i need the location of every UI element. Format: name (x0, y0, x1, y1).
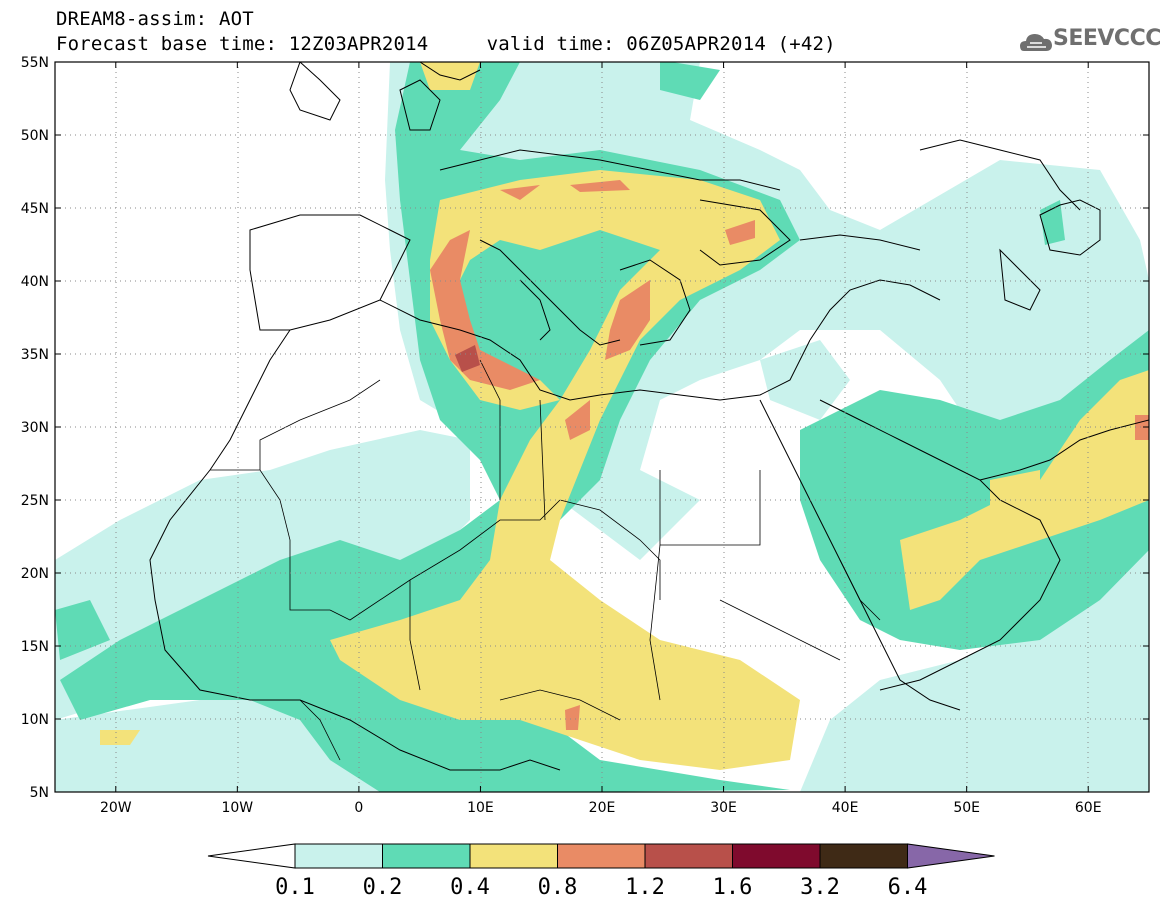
lon-label: 40E (832, 800, 859, 816)
logo-text: SEEVCCC (1053, 26, 1161, 51)
lon-label: 20E (589, 800, 616, 816)
colorbar-label: 1.6 (713, 875, 753, 900)
colorbar-label: 3.2 (800, 875, 840, 900)
lat-label: 25N (21, 493, 49, 509)
aot-band-0.2-0.4 (55, 62, 1149, 792)
lat-label: 55N (21, 55, 49, 71)
axis-ticks (55, 61, 1149, 793)
colorbar-boxes (207, 843, 995, 869)
longitude-labels: 20W 10W 0 10E 20E 30E 40E 50E 60E (100, 800, 1102, 816)
aot-field (55, 62, 1149, 792)
lat-label: 30N (21, 420, 49, 436)
colorbar-box (732, 843, 821, 869)
colorbar-box (644, 843, 733, 869)
colorbar-label: 0.1 (275, 875, 315, 900)
map-subtitle-times: Forecast base time: 12Z03APR2014 valid t… (56, 33, 836, 55)
lon-label: 30E (710, 800, 737, 816)
lon-label: 60E (1075, 800, 1102, 816)
lat-label: 40N (21, 274, 49, 290)
lat-label: 5N (30, 785, 49, 801)
latitude-labels: 55N 50N 45N 40N 35N 30N 25N 20N 15N 10N 5N (21, 55, 49, 801)
lat-label: 10N (21, 712, 49, 728)
aot-band-0.8-1.2 (430, 180, 1149, 730)
lat-label: 45N (21, 201, 49, 217)
graticule (55, 62, 1149, 792)
colorbar-box (819, 843, 908, 869)
lat-label: 50N (21, 128, 49, 144)
lat-label: 35N (21, 347, 49, 363)
aot-band-1.2-1.6 (455, 345, 480, 372)
colorbar-box (557, 843, 646, 869)
colorbar-labels: 0.1 0.2 0.4 0.8 1.2 1.6 3.2 6.4 (275, 875, 927, 900)
colorbar-upper-arrow (907, 843, 995, 869)
colorbar-label: 0.4 (450, 875, 490, 900)
colorbar-label: 1.2 (625, 875, 665, 900)
lon-label: 10E (467, 800, 494, 816)
colorbar-box (469, 843, 558, 869)
lon-label: 10W (221, 800, 253, 816)
colorbar-box (294, 843, 383, 869)
colorbar-label: 0.8 (538, 875, 578, 900)
country-borders (210, 359, 881, 761)
colorbar-lower-arrow (207, 843, 296, 869)
lon-label: 50E (953, 800, 980, 816)
lat-label: 15N (21, 639, 49, 655)
lat-label: 20N (21, 566, 49, 582)
lon-label: 20W (100, 800, 132, 816)
cloud-logo-icon (1020, 34, 1052, 51)
colorbar-label: 6.4 (888, 875, 928, 900)
colorbar-label: 0.2 (363, 875, 403, 900)
map-title: DREAM8-assim: AOT (56, 8, 254, 30)
lon-label: 0 (354, 800, 363, 816)
colorbar-box (382, 843, 471, 869)
